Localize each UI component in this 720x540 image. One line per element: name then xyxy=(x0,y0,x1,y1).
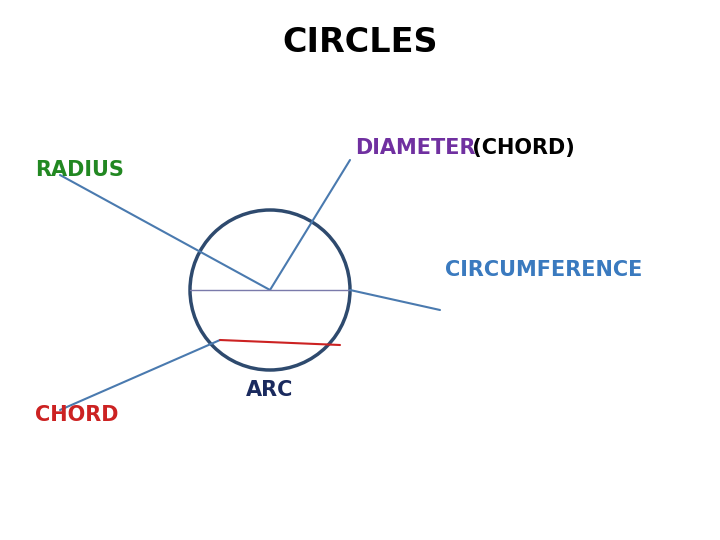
Text: CHORD: CHORD xyxy=(35,405,119,425)
Text: CIRCUMFERENCE: CIRCUMFERENCE xyxy=(445,260,642,280)
Text: CIRCLES: CIRCLES xyxy=(282,25,438,58)
Text: ARC: ARC xyxy=(246,380,294,400)
Text: RADIUS: RADIUS xyxy=(35,160,124,180)
Text: DIAMETER: DIAMETER xyxy=(355,138,475,158)
Text: (CHORD): (CHORD) xyxy=(465,138,575,158)
